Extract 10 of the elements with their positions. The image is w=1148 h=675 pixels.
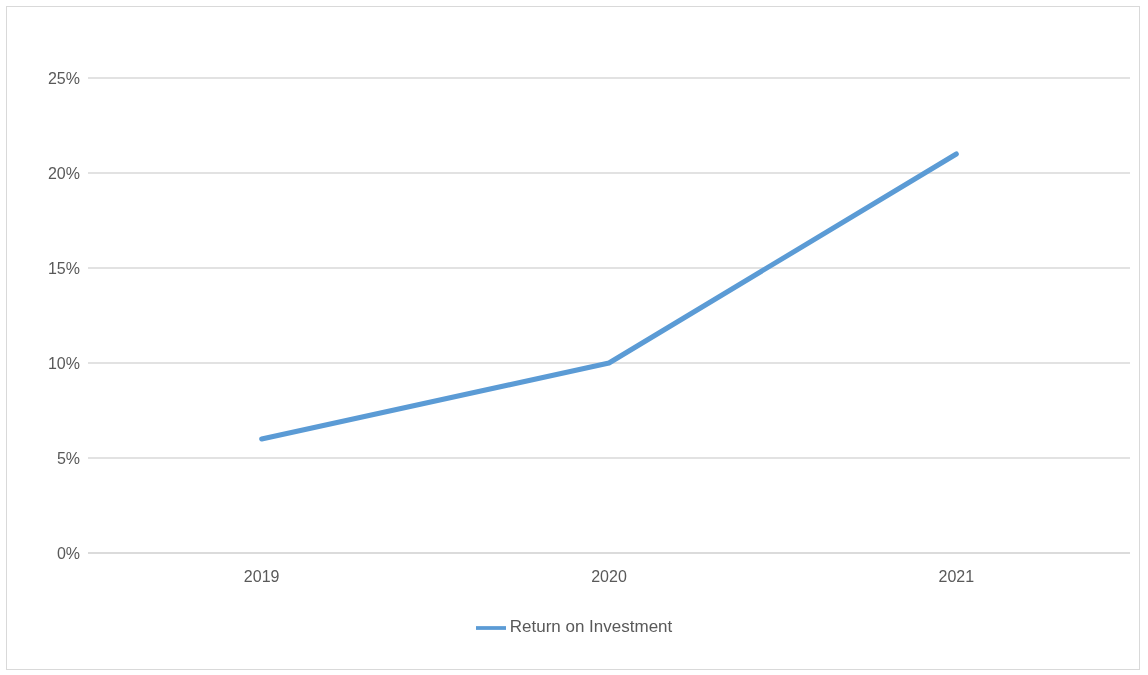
y-tick-label: 25%	[47, 69, 80, 87]
y-tick-label: 15%	[47, 259, 80, 277]
x-tick-label: 2021	[938, 568, 975, 586]
y-tick-label: 0%	[56, 544, 80, 562]
x-tick-label: 2019	[243, 568, 280, 586]
y-tick-label: 5%	[56, 449, 80, 467]
y-tick-label: 10%	[47, 354, 80, 372]
legend-label: Return on Investment	[509, 617, 673, 637]
x-tick-label: 2020	[591, 568, 627, 586]
y-tick-label: 20%	[47, 164, 80, 182]
